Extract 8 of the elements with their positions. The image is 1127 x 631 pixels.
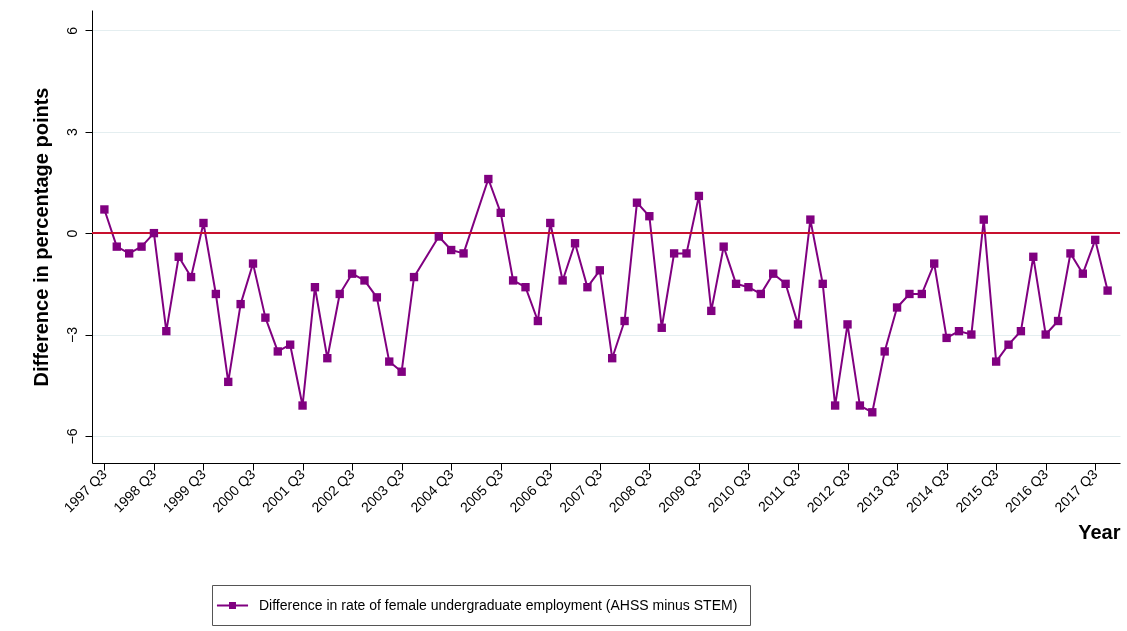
y-axis-title: Difference in percentage points	[29, 87, 52, 387]
x-axis-title: Year	[1078, 521, 1121, 544]
y-tick-label: 6	[63, 26, 80, 35]
y-tick-label: 0	[63, 229, 80, 238]
y-tick-label: −6	[63, 428, 80, 445]
y-tick-label: −3	[63, 326, 80, 344]
legend-label: Difference in rate of female undergraduate employment (AHSS minus STEM)	[259, 596, 738, 613]
y-tick-label: 3	[63, 128, 80, 137]
